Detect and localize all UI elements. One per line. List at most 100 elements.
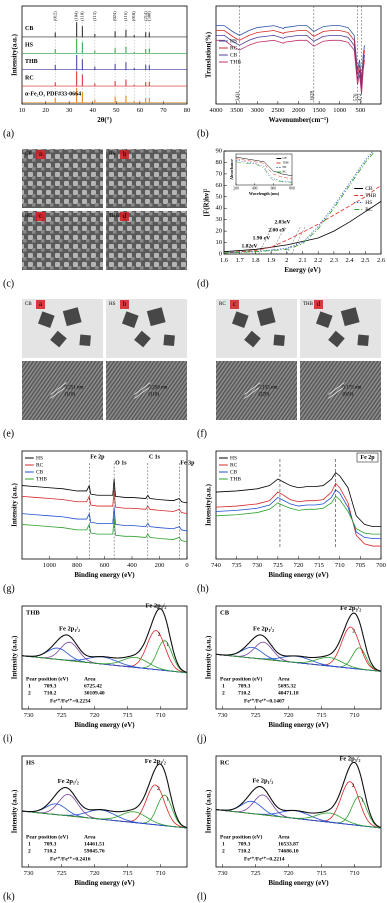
table-cell: 709.3 (44, 841, 57, 847)
particle (50, 330, 67, 348)
x-tick-label: 730 (218, 870, 228, 877)
y-tick-label: 60 (216, 182, 223, 189)
y-axis-label: Intensity (a.u.) (10, 635, 18, 679)
sem-image (106, 149, 187, 208)
x-tick-label: 1.7 (236, 257, 245, 264)
x-tick-label: 710 (350, 712, 360, 719)
series-line (223, 201, 382, 253)
x-tick-label: 720 (284, 870, 294, 877)
x-tick-label: 2.5 (361, 257, 369, 264)
table-cell: 14461.51 (84, 841, 105, 847)
particle (79, 334, 91, 347)
panel-label: (k) (3, 891, 15, 902)
table-cell: 1 (222, 683, 225, 689)
particle (146, 307, 166, 327)
legend-label: RC (230, 462, 238, 468)
table-header: Pear position (eV) (26, 833, 69, 840)
x-axis-label: Binding energy (eV) (74, 879, 135, 887)
component-peak (21, 655, 188, 674)
legend-label: HS (36, 455, 43, 461)
legend-label: RC (283, 170, 287, 174)
series-line (216, 34, 365, 90)
peak-label: 3431 (236, 91, 241, 102)
y-axis-label: Intensity(a.u.) (204, 483, 212, 526)
peak-label: Fe 3p (180, 460, 195, 466)
sample-label: CB (25, 302, 32, 307)
x-tick-label: 730 (218, 712, 228, 719)
y-axis-label: Absorbance (229, 159, 234, 180)
series-label: THB (25, 59, 38, 65)
table-cell: 59845.76 (84, 848, 105, 854)
x-tick-label: 50 (113, 107, 120, 114)
sample-label: HS (109, 302, 116, 307)
box-label-frame (356, 452, 379, 463)
x-tick-label: 20 (42, 107, 49, 114)
letter-badge (120, 150, 129, 159)
series-line (21, 517, 188, 543)
x-tick-label: 4000 (210, 107, 223, 114)
legend-label: THB (365, 193, 376, 199)
x-tick-label: 710 (156, 870, 166, 877)
peak-label: Fe 2p₁/₂ (252, 777, 273, 784)
miller-index: (300) (146, 11, 151, 21)
x-tick-label: 500 (356, 107, 366, 114)
letter-label: d (317, 300, 321, 308)
x-tick-label: 730 (24, 870, 34, 877)
series-line (235, 161, 293, 183)
table-header: Area (278, 676, 290, 682)
x-axis-label: Wavenumber(cm⁻¹) (269, 116, 330, 124)
panel-label: (h) (197, 583, 209, 594)
fringe-plane: (024) (342, 393, 353, 398)
x-tick-label: 720 (284, 712, 294, 719)
legend-label: HS (230, 455, 237, 461)
x-tick-label: 720 (294, 562, 304, 569)
series-line (21, 479, 188, 504)
y-tick-label: 50 (216, 193, 223, 200)
legend-label: THB (230, 476, 241, 482)
miller-index: (110) (79, 11, 84, 21)
sem-image (106, 211, 187, 270)
panel-label: (b) (197, 128, 209, 139)
series-line (235, 156, 293, 176)
particle (134, 330, 151, 348)
component-label: 2 (157, 786, 160, 792)
x-tick-label: 730 (24, 712, 34, 719)
table-header: Pear position (eV) (220, 675, 263, 682)
miller-index: (214) (143, 11, 148, 21)
y-tick-label: 40 (216, 205, 223, 212)
sample-label: HS (109, 152, 116, 157)
sample-label: RC (219, 302, 226, 307)
tangent (258, 225, 273, 255)
x-tick-label: 705 (356, 562, 366, 569)
y-axis-label: Intensity (a.u.) (10, 482, 18, 526)
panel-label: (a) (3, 128, 14, 139)
peak-label: Fe 2p₁/₂ (58, 778, 79, 785)
miller-index: (104) (74, 11, 79, 21)
miller-index: (018) (131, 11, 136, 21)
letter-badge (120, 212, 129, 221)
component-peak (215, 653, 382, 672)
table-cell: 2 (222, 690, 225, 696)
x-tick-label: 400 (252, 186, 258, 190)
series-line (216, 25, 365, 80)
ratio-label: Fe²⁺/Fe³⁺=0.2214 (244, 855, 285, 862)
envelope (21, 763, 188, 829)
table-cell: 5695.32 (278, 683, 296, 689)
y-tick-label: 90 (216, 147, 223, 154)
letter-badge (36, 212, 45, 221)
x-tick-label: 3000 (251, 107, 264, 114)
component-label: 1 (361, 798, 364, 804)
panel-label: (d) (197, 278, 209, 289)
fringe-plane: (110) (64, 393, 75, 398)
x-tick-label: 2 (285, 257, 288, 264)
x-tick-label: 800 (289, 186, 295, 190)
series-line (215, 495, 381, 535)
sample-label: HS (26, 759, 35, 766)
component-label: 1 (166, 642, 169, 648)
sample-label: THB (26, 609, 40, 616)
x-tick-label: 1000 (333, 107, 346, 114)
x-tick-label: 2.3 (330, 257, 338, 264)
x-tick-label: 1.8 (251, 257, 259, 264)
ratio-label: Fe²⁺/Fe³⁺=0.2416 (50, 855, 91, 862)
y-axis-label: Intensity(a.u.) (10, 33, 18, 76)
